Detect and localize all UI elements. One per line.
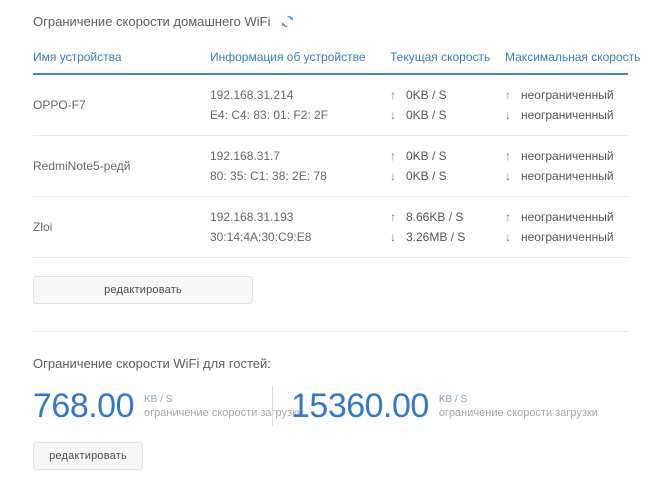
download-arrow-icon: ↓	[505, 108, 511, 122]
device-mac: E4: C4: 83: 01: F2: 2F	[210, 108, 329, 122]
current-upload-speed: 8.66KB / S	[406, 210, 464, 224]
device-name: RedmiNote5-редй	[33, 159, 131, 173]
download-arrow-icon: ↓	[390, 230, 396, 244]
refresh-icon[interactable]	[280, 14, 295, 29]
column-header-current-speed: Текущая скорость	[390, 50, 491, 64]
upload-arrow-icon: ↑	[390, 210, 396, 224]
max-speed-cell: ↑ неограниченный ↓ неограниченный	[505, 85, 628, 125]
limit-caption: ограничение скорости загрузки	[438, 407, 598, 419]
max-upload-speed: неограниченный	[521, 210, 614, 224]
current-upload-speed: 0KB / S	[406, 149, 447, 163]
max-download-speed: неограниченный	[521, 169, 614, 183]
current-download-speed: 0KB / S	[406, 169, 447, 183]
upload-arrow-icon: ↑	[390, 88, 396, 102]
home-section-header: Ограничение скорости домашнего WiFi	[33, 14, 628, 29]
section-title: Ограничение скорости домашнего WiFi	[33, 14, 271, 29]
device-ip: 192.168.31.7	[210, 149, 281, 163]
max-upload-speed: неограниченный	[521, 149, 614, 163]
limit-value: 15360.00	[291, 387, 429, 425]
max-download-speed: неограниченный	[521, 108, 614, 122]
guest-section-title: Ограничение скорости WiFi для гостей:	[33, 356, 271, 371]
max-upload-speed: неограниченный	[521, 88, 614, 102]
current-speed-cell: ↑ 0KB / S ↓ 0KB / S	[390, 146, 505, 186]
device-mac: 80: 35: C1: 38: 2E: 78	[210, 169, 327, 183]
device-ip: 192.168.31.193	[210, 210, 294, 224]
download-arrow-icon: ↓	[390, 169, 396, 183]
max-download-speed: неограниченный	[521, 230, 614, 244]
device-info: 192.168.31.214 E4: C4: 83: 01: F2: 2F	[210, 85, 390, 125]
edit-guest-limits-button[interactable]: редактировать	[33, 442, 143, 470]
edit-home-limits-button[interactable]: редактировать	[33, 276, 253, 304]
column-header-device-name: Имя устройства	[33, 50, 122, 64]
max-speed-cell: ↑ неограниченный ↓ неограниченный	[505, 207, 628, 247]
upload-arrow-icon: ↑	[390, 149, 396, 163]
current-speed-cell: ↑ 0KB / S ↓ 0KB / S	[390, 85, 505, 125]
table-header-row: Имя устройства Информация об устройстве …	[33, 50, 641, 75]
device-mac: 30:14:4A:30:C9:E8	[210, 230, 312, 244]
upload-arrow-icon: ↑	[505, 88, 511, 102]
device-info: 192.168.31.193 30:14:4A:30:C9:E8	[210, 207, 390, 247]
table-row: OPPO-F7 192.168.31.214 E4: C4: 83: 01: F…	[33, 75, 628, 136]
limit-unit-block: KB / S ограничение скорости загрузки	[439, 393, 598, 426]
limit-unit: KB / S	[438, 394, 468, 405]
column-header-max-speed: Максимальная скорость	[505, 50, 641, 64]
column-header-device-info: Информация об устройстве	[210, 50, 366, 64]
current-speed-cell: ↑ 8.66KB / S ↓ 3.26MB / S	[390, 207, 505, 247]
max-speed-cell: ↑ неограниченный ↓ неограниченный	[505, 146, 628, 186]
download-arrow-icon: ↓	[390, 108, 396, 122]
limit-caption: ограничение скорости загрузки	[144, 407, 304, 419]
limit-value: 768.00	[33, 387, 135, 425]
upload-arrow-icon: ↑	[505, 210, 511, 224]
device-name: Zloi	[33, 220, 53, 234]
limit-unit-block: KB / S ограничение скорости загрузки	[144, 393, 303, 426]
download-arrow-icon: ↓	[505, 169, 511, 183]
download-arrow-icon: ↓	[505, 230, 511, 244]
device-name: OPPO-F7	[33, 98, 86, 112]
device-info: 192.168.31.7 80: 35: C1: 38: 2E: 78	[210, 146, 390, 186]
current-download-speed: 0KB / S	[406, 108, 447, 122]
guest-upload-limit: 15360.00 KB / S ограничение скорости заг…	[291, 386, 598, 426]
current-download-speed: 3.26MB / S	[406, 230, 466, 244]
guest-download-limit: 768.00 KB / S ограничение скорости загру…	[33, 386, 303, 426]
current-upload-speed: 0KB / S	[406, 88, 447, 102]
upload-arrow-icon: ↑	[505, 149, 511, 163]
table-row: Zloi 192.168.31.193 30:14:4A:30:C9:E8 ↑ 8…	[33, 197, 628, 258]
section-divider	[33, 331, 628, 332]
vertical-divider	[272, 386, 273, 426]
table-row: RedmiNote5-редй 192.168.31.7 80: 35: C1:…	[33, 136, 628, 197]
limit-unit: KB / S	[144, 394, 173, 405]
guest-limits-row: 768.00 KB / S ограничение скорости загру…	[33, 386, 628, 426]
device-ip: 192.168.31.214	[210, 88, 294, 102]
